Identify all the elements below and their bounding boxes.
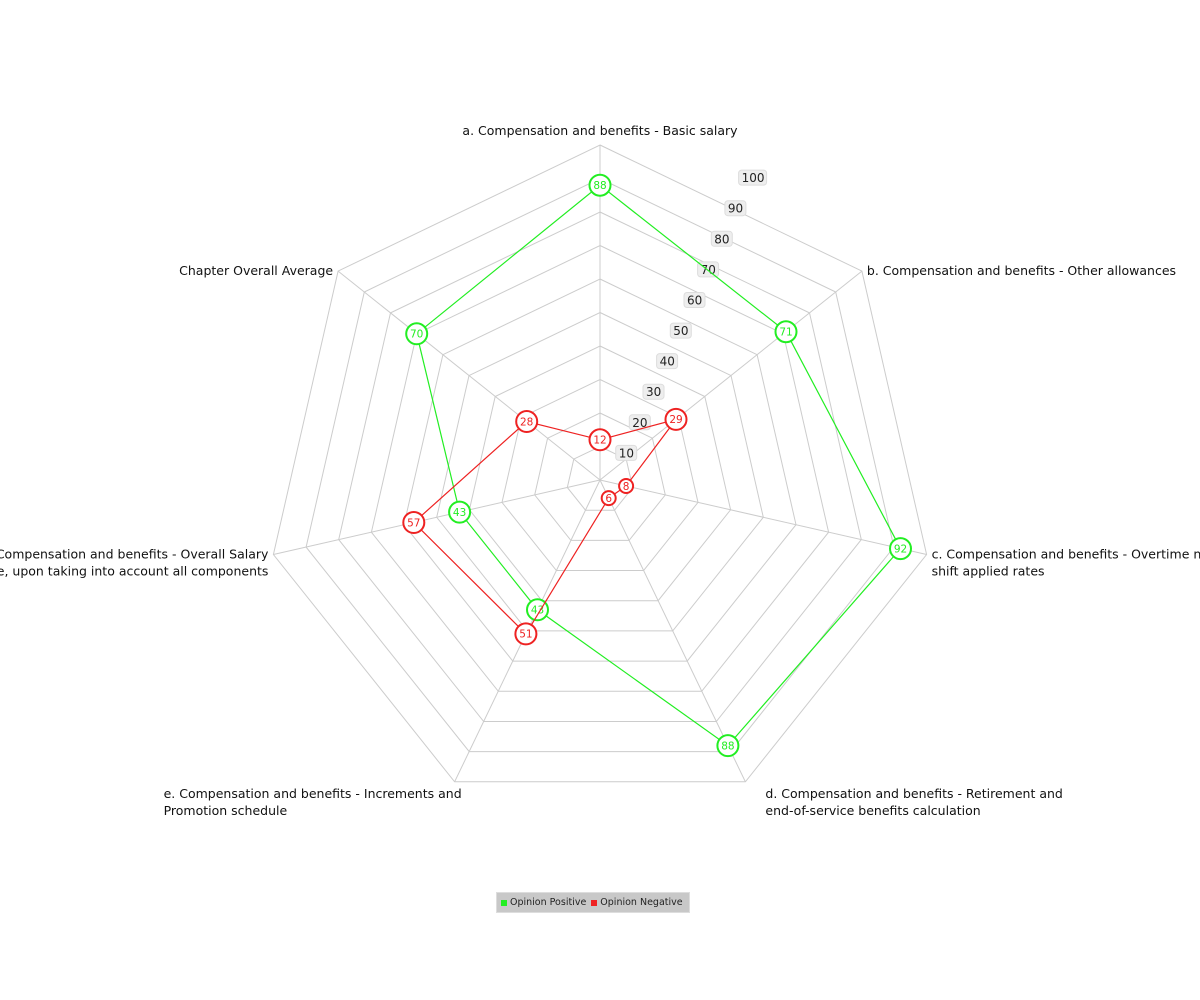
grid-ring-50 xyxy=(436,311,764,632)
tick-label-80: 80 xyxy=(714,232,729,246)
data-point-0-4 xyxy=(526,598,549,622)
axis-line-2 xyxy=(599,479,927,555)
tick-bg-40 xyxy=(656,353,679,370)
axis-line-5 xyxy=(273,479,601,555)
data-label-0-0: 88 xyxy=(593,180,606,192)
tick-bg-60 xyxy=(683,292,706,308)
legend-item-negative[interactable]: Opinion Negative xyxy=(591,897,683,908)
series-line-1 xyxy=(412,418,678,635)
data-point-1-4 xyxy=(514,622,538,646)
tick-label-10: 10 xyxy=(619,446,634,460)
axis-label-4-line-1: Promotion schedule xyxy=(164,803,288,818)
axis-line-1 xyxy=(599,270,863,481)
legend-label-negative: Opinion Negative xyxy=(600,897,683,908)
legend-swatch-negative xyxy=(591,899,598,906)
data-label-0-1: 71 xyxy=(779,327,792,339)
axis-label-3-line-1: end-of-service benefits calculation xyxy=(765,803,980,818)
grid-ring-100 xyxy=(272,144,928,783)
grid-group xyxy=(272,144,928,783)
grid-ring-60 xyxy=(403,278,797,662)
data-point-0-2 xyxy=(889,537,912,561)
grid-ring-90 xyxy=(305,177,895,753)
data-label-0-6: 70 xyxy=(410,329,423,341)
tick-label-50: 50 xyxy=(673,324,688,338)
data-point-1-2 xyxy=(618,478,635,494)
series-line-0 xyxy=(416,184,902,747)
data-point-1-0 xyxy=(588,428,612,452)
data-label-1-6: 28 xyxy=(520,416,533,428)
grid-ring-30 xyxy=(501,378,699,571)
data-label-1-1: 29 xyxy=(669,414,682,426)
legend-label-positive: Opinion Positive xyxy=(510,897,587,908)
tick-bg-50 xyxy=(669,322,692,339)
data-label-1-0: 12 xyxy=(593,435,606,447)
axis-line-6 xyxy=(337,270,601,481)
tick-label-20: 20 xyxy=(632,416,647,430)
tick-bg-30 xyxy=(642,383,665,400)
data-point-1-3 xyxy=(600,490,617,507)
data-point-1-1 xyxy=(664,407,688,431)
data-label-1-2: 8 xyxy=(623,481,630,493)
data-point-0-3 xyxy=(716,734,740,758)
tick-bg-10 xyxy=(615,444,638,461)
axis-label-2-line-1: shift applied rates xyxy=(932,564,1045,579)
data-label-1-3: 6 xyxy=(605,493,612,505)
data-label-0-3: 88 xyxy=(721,740,734,752)
data-label-1-4: 51 xyxy=(519,629,532,641)
tick-label-30: 30 xyxy=(646,385,661,399)
series-0: 88 71 92 88 43 43 70 xyxy=(405,173,912,758)
tick-label-90: 90 xyxy=(728,202,743,216)
axis-labels: a. Compensation and benefits - Basic sal… xyxy=(0,123,1200,818)
tick-bg-90 xyxy=(724,200,747,217)
grid-ring-70 xyxy=(370,244,830,692)
grid-ring-80 xyxy=(338,211,862,722)
axis-label-6-line-0: Chapter Overall Average xyxy=(179,263,333,278)
legend-swatch-positive xyxy=(501,899,507,906)
axis-label-5-line-0: f. Compensation and benefits - Overall S… xyxy=(0,547,269,562)
data-label-0-2: 92 xyxy=(894,543,907,555)
data-label-0-5: 43 xyxy=(453,507,466,519)
data-point-0-6 xyxy=(405,322,429,346)
tick-label-60: 60 xyxy=(687,294,702,308)
data-point-1-6 xyxy=(515,410,539,433)
axis-label-5-line-1: package, upon taking into account all co… xyxy=(0,564,268,579)
tick-label-40: 40 xyxy=(660,355,675,369)
data-label-1-5: 57 xyxy=(407,517,420,529)
data-point-0-1 xyxy=(774,320,798,344)
tick-label-100: 100 xyxy=(742,171,765,185)
data-label-0-4: 43 xyxy=(531,605,544,617)
data-point-1-5 xyxy=(402,511,426,534)
legend-item-positive[interactable]: Opinion Positive xyxy=(501,897,586,908)
data-point-0-0 xyxy=(588,173,612,197)
axis-line-3 xyxy=(599,479,746,783)
tick-bg-20 xyxy=(628,414,651,431)
axis-label-3-line-0: d. Compensation and benefits - Retiremen… xyxy=(765,786,1062,801)
axis-label-2-line-0: c. Compensation and benefits - Overtime … xyxy=(932,547,1200,562)
axis-label-1-line-0: b. Compensation and benefits - Other all… xyxy=(867,263,1176,278)
legend: Opinion Positive Opinion Negative xyxy=(496,892,690,913)
axis-label-0-line-0: a. Compensation and benefits - Basic sal… xyxy=(462,123,738,138)
tick-bg-80 xyxy=(710,230,733,247)
grid-ring-10 xyxy=(566,445,634,511)
data-point-0-5 xyxy=(448,500,472,524)
series-1: 12 29 86 51 57 28 xyxy=(402,407,688,646)
tick-bg-100 xyxy=(738,169,768,186)
axis-label-4-line-0: e. Compensation and benefits - Increment… xyxy=(164,786,462,801)
grid-ring-40 xyxy=(468,345,732,602)
